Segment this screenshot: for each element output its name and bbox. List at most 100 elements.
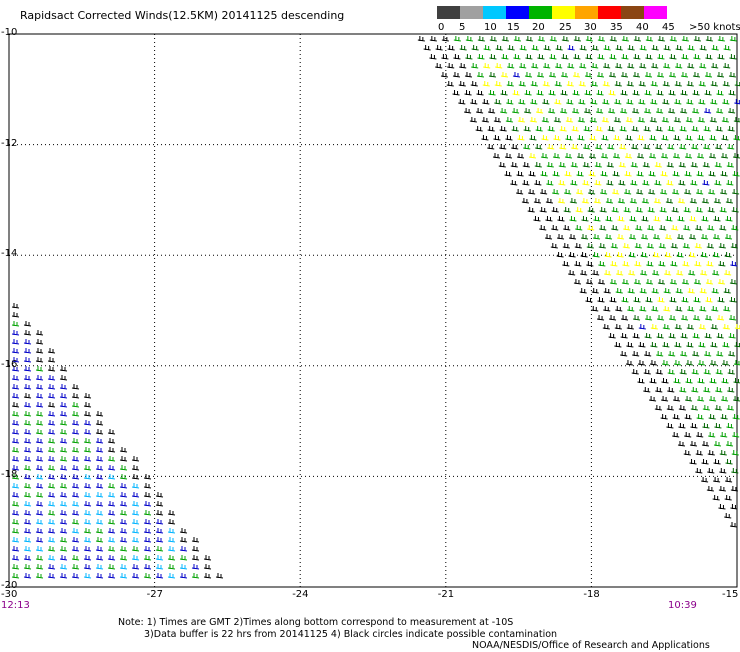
wind-barb — [552, 171, 560, 177]
wind-barb — [545, 198, 553, 204]
legend-label: 5 — [459, 22, 465, 33]
wind-barb — [541, 135, 549, 141]
wind-barb — [95, 492, 104, 498]
wind-barb — [728, 90, 736, 96]
wind-barb — [689, 441, 698, 447]
wind-barb — [687, 63, 695, 69]
wind-barb — [719, 225, 727, 231]
wind-barb — [600, 171, 608, 177]
wind-barb — [616, 234, 625, 240]
wind-barb — [567, 63, 575, 69]
wind-barb — [627, 288, 635, 294]
wind-barb — [447, 63, 455, 69]
wind-barb — [83, 420, 92, 426]
wind-barb — [581, 216, 589, 222]
wind-barb — [531, 63, 539, 69]
legend-swatch — [575, 6, 598, 19]
wind-barb — [621, 297, 629, 303]
wind-barb — [481, 117, 489, 123]
wind-barb — [464, 108, 472, 114]
wind-barb — [47, 492, 56, 498]
wind-barb — [95, 573, 104, 579]
wind-barb — [571, 126, 579, 132]
wind-barb — [709, 378, 717, 384]
wind-barb — [652, 252, 660, 258]
wind-barb — [59, 555, 68, 561]
wind-barb — [645, 36, 653, 42]
wind-barb — [638, 99, 646, 105]
wind-barb — [563, 207, 571, 213]
wind-barb — [131, 456, 140, 462]
wind-barb — [673, 360, 682, 366]
wind-barb — [725, 216, 733, 222]
wind-barb — [724, 234, 733, 240]
wind-barb — [615, 63, 623, 69]
wind-barb — [660, 189, 668, 195]
wind-barb — [47, 384, 56, 390]
wind-barb — [704, 351, 712, 357]
wind-barb — [167, 519, 176, 525]
wind-barb — [722, 99, 730, 105]
wind-barb — [712, 270, 720, 276]
wind-barb — [536, 72, 545, 78]
wind-barb — [651, 45, 659, 51]
wind-barb — [726, 423, 734, 429]
wind-barb — [47, 474, 56, 480]
wind-barb — [71, 483, 80, 489]
wind-barb — [537, 54, 545, 60]
wind-barb — [698, 81, 706, 87]
wind-barb — [636, 189, 644, 195]
wind-barb — [708, 414, 716, 420]
wind-barb — [685, 135, 693, 141]
wind-barb — [576, 153, 585, 159]
wind-barb — [540, 171, 548, 177]
wind-barb — [607, 126, 615, 132]
wind-barb — [624, 189, 632, 195]
wind-barb — [95, 528, 104, 534]
wind-barb — [131, 537, 140, 543]
wind-barb — [591, 306, 599, 312]
wind-barb — [700, 234, 709, 240]
longitude-tick-label: -15 — [722, 589, 739, 600]
wind-barb — [691, 369, 699, 375]
wind-barb — [641, 198, 649, 204]
wind-barb — [640, 252, 648, 258]
wind-barb — [582, 162, 590, 168]
wind-barb — [713, 441, 722, 447]
wind-barb — [662, 342, 670, 348]
wind-barb — [567, 45, 575, 51]
wind-barb — [651, 306, 659, 312]
wind-barb — [522, 180, 530, 186]
wind-barb — [617, 198, 625, 204]
wind-barb — [686, 324, 694, 330]
legend-label: >50 knots — [689, 22, 740, 33]
legend-swatch — [621, 6, 644, 19]
wind-barb — [35, 366, 44, 372]
wind-barb — [11, 420, 20, 426]
wind-barb — [501, 54, 509, 60]
wind-barb — [620, 333, 628, 339]
wind-barb — [674, 342, 682, 348]
wind-barb — [710, 324, 718, 330]
wind-barb — [691, 387, 699, 393]
wind-barb — [638, 81, 646, 87]
wind-barb — [728, 108, 736, 114]
wind-barb — [119, 537, 128, 543]
wind-barb — [588, 189, 596, 195]
wind-barb — [717, 297, 725, 303]
wind-barb — [23, 375, 32, 381]
wind-barb — [95, 474, 104, 480]
wind-barb — [671, 225, 679, 231]
wind-barb — [59, 375, 68, 381]
wind-barb — [440, 72, 449, 78]
wind-barb — [699, 45, 707, 51]
wind-barb — [47, 375, 56, 381]
wind-barb — [612, 153, 621, 159]
wind-barb — [657, 54, 665, 60]
legend-label: 15 — [507, 22, 520, 33]
wind-barb — [725, 459, 733, 465]
wind-barb — [678, 423, 686, 429]
wind-barb — [689, 459, 697, 465]
wind-barb — [83, 528, 92, 534]
wind-barb — [566, 99, 574, 105]
